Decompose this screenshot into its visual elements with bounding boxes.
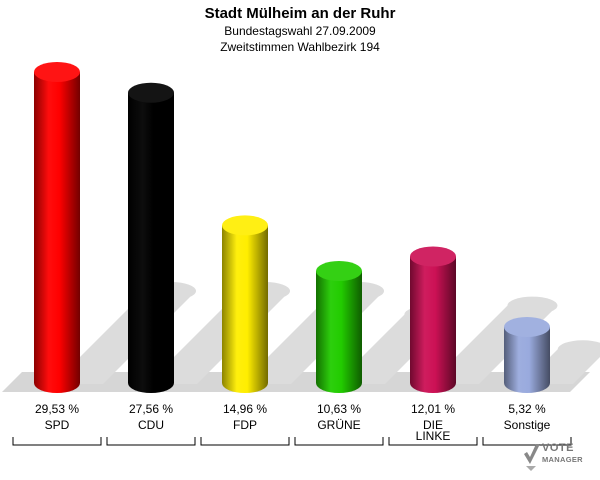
category-label: Sonstige xyxy=(504,418,551,432)
category-bracket xyxy=(294,437,384,446)
category-label: GRÜNE xyxy=(317,418,360,432)
bar-top xyxy=(410,246,456,267)
bar-cdu xyxy=(128,92,174,394)
bar-top xyxy=(316,261,362,282)
chart-title: Stadt Mülheim an der Ruhr xyxy=(204,5,396,22)
votemanager-logo: VOTE MANAGER xyxy=(522,440,600,476)
bar-top xyxy=(128,82,174,103)
value-label: 5,32 % xyxy=(508,402,546,416)
bar-die-linke xyxy=(410,256,456,393)
logo-text-manager: MANAGER xyxy=(542,455,583,464)
bar-fdp xyxy=(222,225,268,393)
category-label: CDU xyxy=(138,418,164,432)
bar-spd xyxy=(34,71,80,393)
value-label: 14,96 % xyxy=(223,402,267,416)
value-label: 29,53 % xyxy=(35,402,79,416)
logo-text-vote: VOTE xyxy=(542,442,574,454)
chart-subtitle-district: Zweitstimmen Wahlbezirk 194 xyxy=(220,40,380,54)
bar-top xyxy=(34,61,80,82)
category-bracket xyxy=(12,437,102,446)
category-bracket xyxy=(388,437,478,446)
checkmark-icon xyxy=(524,444,540,471)
bar-top xyxy=(222,215,268,236)
bar-gr-ne xyxy=(316,271,362,393)
chart-subtitle-date: Bundestagswahl 27.09.2009 xyxy=(224,24,376,38)
bar-shadow-cap xyxy=(557,340,600,359)
category-bracket xyxy=(200,437,290,446)
chart-header: Stadt Mülheim an der Ruhr Bundestagswahl… xyxy=(0,4,600,55)
category-bracket xyxy=(482,437,572,446)
category-label: SPD xyxy=(45,418,70,432)
category-label: LINKE xyxy=(416,429,451,443)
bar-sonstige xyxy=(504,326,550,393)
bar-shadow-cap xyxy=(507,296,558,315)
bar-top xyxy=(504,316,550,337)
category-label: DIE xyxy=(423,418,443,432)
category-label: FDP xyxy=(233,418,257,432)
value-label: 12,01 % xyxy=(411,402,455,416)
category-bracket xyxy=(106,437,196,446)
value-label: 10,63 % xyxy=(317,402,361,416)
value-label: 27,56 % xyxy=(129,402,173,416)
